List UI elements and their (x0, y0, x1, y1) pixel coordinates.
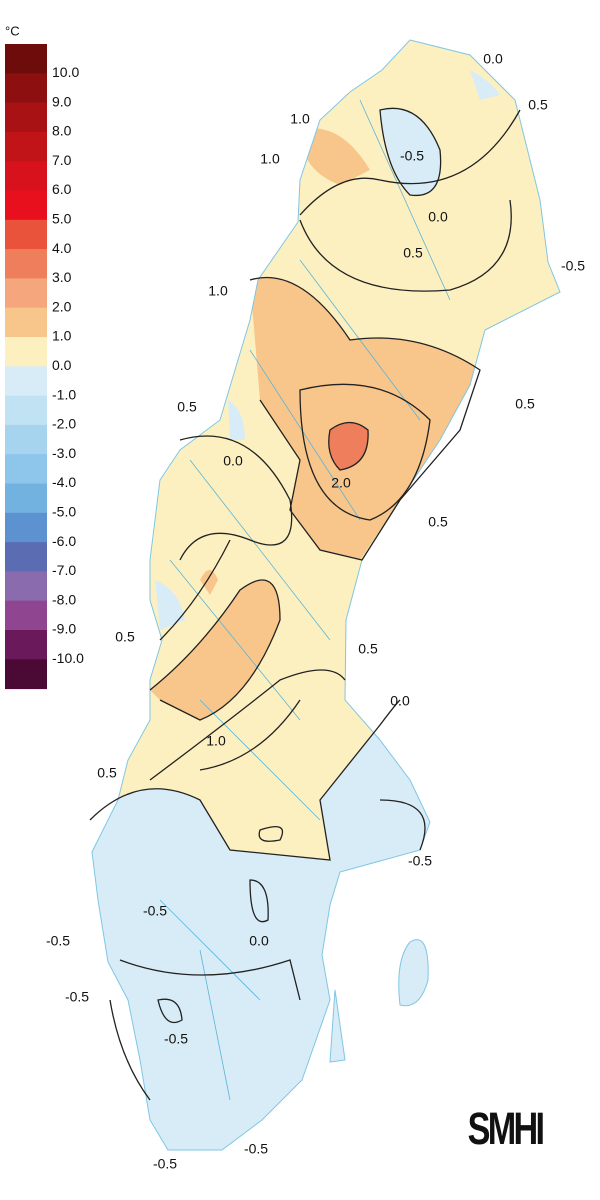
legend-label: -6.0 (52, 533, 76, 549)
contour-label: -0.5 (400, 148, 424, 164)
legend-swatch (5, 424, 47, 455)
legend-swatch (5, 219, 47, 250)
contour-label: 0.0 (249, 933, 269, 949)
contour-label: -0.5 (561, 258, 585, 274)
contour-label: 0.5 (358, 641, 378, 657)
legend-swatch (5, 337, 47, 367)
contour-label: -0.5 (244, 1141, 268, 1157)
contour-label: 0.5 (428, 514, 448, 530)
legend-swatch (5, 131, 47, 162)
legend-swatch (5, 102, 47, 133)
legend-swatch (5, 659, 47, 690)
legend-label: 0.0 (52, 357, 72, 373)
legend: 10.0 9.0 8.0 7.0 6.0 5.0 4.0 3.0 2.0 1.0 0.0 -1.0 -2… (5, 44, 84, 690)
legend-swatch (5, 542, 47, 572)
contour-label: 0.5 (528, 97, 548, 113)
legend-label: 2.0 (52, 298, 72, 314)
legend-swatch (5, 454, 47, 484)
legend-label: 10.0 (52, 64, 79, 80)
legend-unit: °C (5, 23, 20, 38)
contour-label: 0.5 (403, 245, 423, 261)
contour-label: 0.5 (515, 396, 535, 412)
legend-swatch (5, 483, 47, 514)
contour-label: 1.0 (260, 151, 280, 167)
legend-label: -4.0 (52, 474, 76, 490)
legend-label: -10.0 (52, 650, 84, 666)
contour-label: -0.5 (153, 1156, 177, 1172)
legend-swatch (5, 366, 47, 397)
contour-label: 0.0 (428, 209, 448, 225)
legend-label: 8.0 (52, 123, 72, 139)
legend-swatch (5, 73, 47, 104)
legend-swatch (5, 630, 47, 660)
legend-label: -2.0 (52, 416, 76, 432)
oland (329, 989, 346, 1063)
legend-label: -5.0 (52, 504, 76, 520)
contour-label: 2.0 (331, 475, 351, 491)
legend-label: -8.0 (52, 591, 76, 607)
contour-label: 0.0 (390, 693, 410, 709)
contour-labels: 0.0 0.5 1.0 -0.5 1.0 0.0 0.5 -0.5 1.0 0.5 0.5 0.0 2.… (46, 51, 585, 1172)
legend-label: 1.0 (52, 328, 72, 344)
contour-label: -0.5 (143, 903, 167, 919)
contour-label: 0.5 (115, 629, 135, 645)
legend-label: -3.0 (52, 445, 76, 461)
legend-swatch (5, 161, 47, 191)
rivers (159, 99, 451, 1101)
legend-swatch (5, 512, 47, 543)
contour-label: 1.0 (206, 733, 226, 749)
legend-label: -1.0 (52, 386, 76, 402)
legend-swatch (5, 307, 47, 338)
legend-swatch (5, 249, 47, 279)
contour-label: 1.0 (208, 283, 228, 299)
legend-swatch (5, 190, 47, 221)
legend-label: 3.0 (52, 269, 72, 285)
legend-label: 7.0 (52, 152, 72, 168)
legend-label: 9.0 (52, 93, 72, 109)
legend-label: -7.0 (52, 562, 76, 578)
contour-label: -0.5 (408, 853, 432, 869)
legend-swatch (5, 395, 47, 426)
logo: SMHI (468, 1103, 544, 1154)
contour-label: 0.5 (97, 765, 117, 781)
coastline (91, 39, 561, 1151)
legend-label: 5.0 (52, 211, 72, 227)
legend-swatch (5, 278, 47, 309)
legend-swatch (5, 44, 47, 74)
contours (89, 107, 521, 1101)
contour-label: 1.0 (290, 111, 310, 127)
legend-label: -9.0 (52, 621, 76, 637)
legend-label: 4.0 (52, 240, 72, 256)
contour-label: -0.5 (46, 933, 70, 949)
contour-label: 0.0 (483, 51, 503, 67)
contour-label: -0.5 (65, 989, 89, 1005)
contour-label: 0.0 (223, 453, 243, 469)
contour-label: -0.5 (164, 1031, 188, 1047)
gotland (398, 939, 429, 1007)
legend-label: 6.0 (52, 181, 72, 197)
contour-label: 0.5 (177, 399, 197, 415)
legend-swatch (5, 571, 47, 602)
legend-swatch (5, 600, 47, 631)
